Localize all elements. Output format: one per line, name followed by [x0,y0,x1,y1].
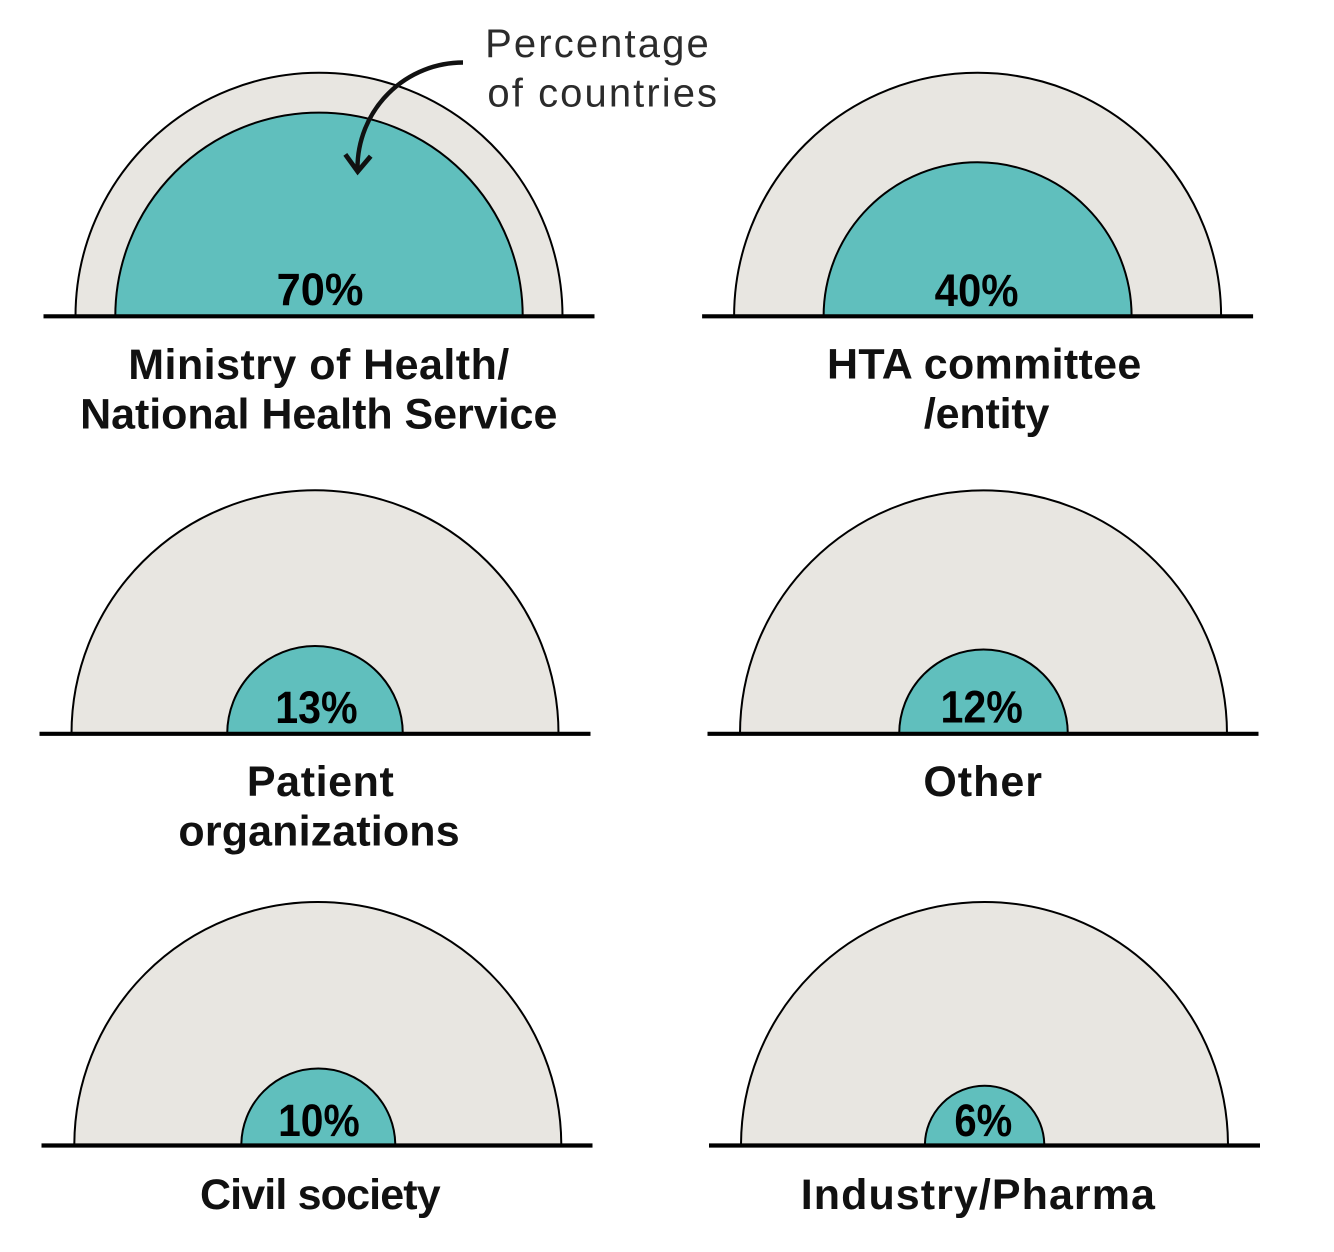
svg-text:Industry/Pharma: Industry/Pharma [801,1171,1156,1219]
svg-text:HTA committee: HTA committee [827,341,1142,389]
svg-text:6%: 6% [954,1096,1012,1147]
svg-text:/entity: /entity [924,390,1050,438]
svg-text:Other: Other [923,758,1043,806]
svg-text:70%: 70% [277,265,364,315]
svg-text:Percentage: Percentage [485,22,711,66]
svg-text:13%: 13% [275,684,357,734]
svg-text:12%: 12% [941,683,1023,733]
svg-text:Patient: Patient [247,758,395,806]
svg-text:organizations: organizations [178,807,459,855]
svg-text:of countries: of countries [487,72,719,116]
svg-text:National Health Service: National Health Service [80,391,557,439]
svg-text:Civil society: Civil society [200,1171,441,1219]
svg-text:10%: 10% [278,1096,360,1146]
svg-text:Ministry of Health/: Ministry of Health/ [128,341,509,389]
svg-text:40%: 40% [935,266,1019,316]
